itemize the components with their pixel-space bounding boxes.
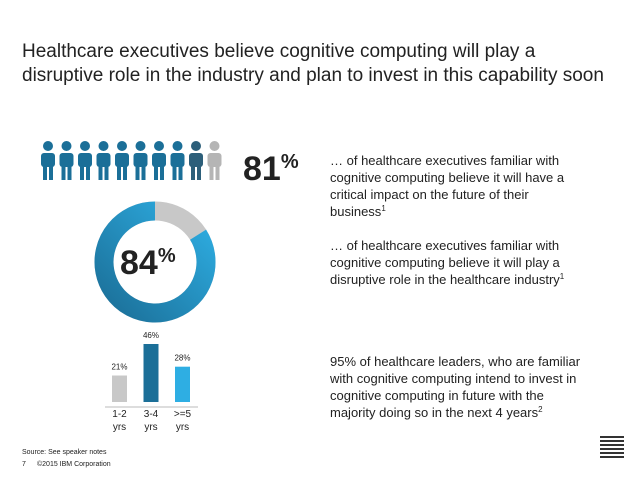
person-head xyxy=(80,141,90,151)
stat-text: majority doing so in the next 4 years2 xyxy=(330,405,543,420)
person-body xyxy=(133,153,148,167)
person-icon xyxy=(41,141,55,180)
person-body xyxy=(78,153,92,167)
person-leg xyxy=(61,165,66,180)
stat-text: cognitive computing believe it will have… xyxy=(330,170,565,185)
stat-text: business1 xyxy=(330,204,386,219)
person-body xyxy=(59,153,74,167)
person-leg xyxy=(197,165,201,180)
stat-text: disruptive role in the healthcare indust… xyxy=(330,272,565,287)
bar-category-line: yrs xyxy=(176,422,189,433)
stat-text: critical impact on the future of their xyxy=(330,187,529,202)
person-head xyxy=(61,141,72,151)
person-head xyxy=(43,141,53,151)
person-body xyxy=(96,153,111,167)
bar-category-line: 1-2 xyxy=(112,409,127,420)
person-head xyxy=(209,141,220,151)
person-body xyxy=(189,153,203,167)
donut-segment xyxy=(94,201,216,323)
footnote-ref: 1 xyxy=(381,204,386,213)
person-icon xyxy=(96,141,111,180)
person-leg xyxy=(49,165,53,180)
person-leg xyxy=(160,165,164,180)
person-icon xyxy=(189,141,203,180)
person-icon xyxy=(59,141,74,180)
person-leg xyxy=(86,165,90,180)
person-leg xyxy=(98,165,103,180)
footnote-ref: 2 xyxy=(538,405,543,414)
person-body xyxy=(170,153,185,167)
bar-category: 3-4 yrs xyxy=(144,409,159,433)
bar-value-label: 28% xyxy=(174,354,190,363)
person-icon xyxy=(133,141,148,180)
bar-category-line: yrs xyxy=(144,422,157,433)
stat-value: 84 xyxy=(120,244,158,282)
stat-text: with cognitive computing intend to inves… xyxy=(329,371,576,386)
stat-text: … of healthcare executives familiar with xyxy=(330,238,559,253)
stat-unit: % xyxy=(281,151,299,173)
person-leg xyxy=(191,165,195,180)
person-icon xyxy=(115,141,129,180)
big-stat: 81% xyxy=(243,150,299,188)
bar-category-line: yrs xyxy=(113,422,126,433)
person-leg xyxy=(172,165,177,180)
person-head xyxy=(98,141,109,151)
bar-category-line: >=5 xyxy=(174,409,192,420)
stat-text: cognitive computing believe it will play… xyxy=(330,255,561,270)
person-leg xyxy=(135,165,140,180)
bar xyxy=(175,366,190,402)
person-leg xyxy=(123,165,127,180)
person-leg xyxy=(178,165,183,180)
bar-value-label: 46% xyxy=(143,331,159,340)
person-leg xyxy=(215,165,220,180)
bar-value-label: 21% xyxy=(111,363,127,372)
person-leg xyxy=(80,165,84,180)
person-head xyxy=(154,141,164,151)
person-body xyxy=(41,153,55,167)
person-leg xyxy=(104,165,109,180)
stat-text: 95% of healthcare leaders, who are famil… xyxy=(330,354,581,369)
person-leg xyxy=(209,165,214,180)
page-number: 7 xyxy=(22,461,26,468)
person-head xyxy=(117,141,127,151)
bar xyxy=(143,344,159,402)
person-leg xyxy=(43,165,47,180)
person-leg xyxy=(141,165,146,180)
bar-category: >=5 yrs xyxy=(174,409,192,433)
person-icon xyxy=(78,141,92,180)
person-icon xyxy=(207,141,222,180)
person-head xyxy=(172,141,183,151)
person-body xyxy=(152,153,166,167)
big-stat: 84% xyxy=(120,244,176,282)
copyright: ©2015 IBM Corporation xyxy=(37,460,111,468)
person-leg xyxy=(67,165,72,180)
bar-category: 1-2 yrs xyxy=(112,409,127,433)
footnote-ref: 1 xyxy=(560,272,565,281)
person-body xyxy=(207,153,222,167)
stat-text: … of healthcare executives familiar with xyxy=(330,153,559,168)
bar xyxy=(112,375,127,402)
person-icon xyxy=(152,141,166,180)
person-leg xyxy=(154,165,158,180)
person-leg xyxy=(117,165,121,180)
slide-title: disruptive role in the industry and plan… xyxy=(22,65,604,86)
source-note: Source: See speaker notes xyxy=(22,449,107,456)
stat-value: 81 xyxy=(243,150,281,188)
stat-text: cognitive computing in future with the xyxy=(330,388,544,403)
slide-title: Healthcare executives believe cognitive … xyxy=(22,41,536,62)
person-icon xyxy=(170,141,185,180)
bar-category-line: 3-4 xyxy=(144,409,159,420)
person-head xyxy=(191,141,201,151)
stat-unit: % xyxy=(158,245,176,267)
person-body xyxy=(115,153,129,167)
person-head xyxy=(135,141,146,151)
ibm-logo xyxy=(600,436,624,458)
